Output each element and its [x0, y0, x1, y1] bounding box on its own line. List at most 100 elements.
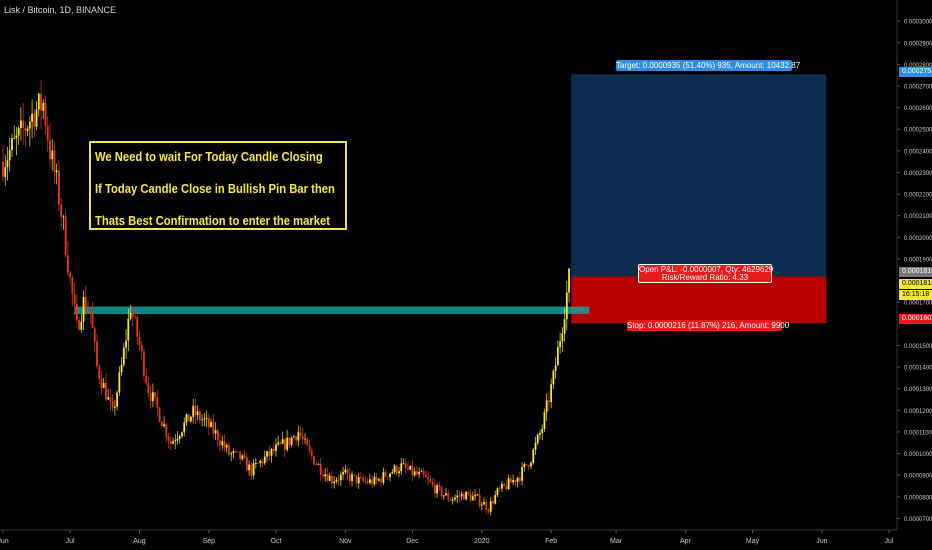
candle-body — [469, 494, 472, 501]
candle-body — [237, 451, 239, 453]
candle-body — [234, 451, 237, 452]
candle-body — [158, 407, 161, 422]
candle-body — [505, 485, 508, 490]
candle-body — [203, 418, 206, 420]
trade-note-line: We Need to wait For Today Candle Closing — [95, 150, 323, 164]
candle-body — [523, 464, 526, 468]
candle-body — [22, 120, 25, 128]
candle-body — [174, 440, 177, 442]
candle-body — [561, 333, 564, 342]
candle-body — [66, 255, 69, 273]
candle-body — [317, 463, 320, 465]
candle-body — [169, 440, 172, 444]
trade-note-line: If Today Candle Close in Bullish Pin Bar… — [95, 182, 335, 196]
candle-body — [382, 472, 385, 483]
y-tick-label: 0.0000800 — [904, 495, 932, 501]
x-tick-label: Apr — [680, 538, 692, 545]
candle-body — [548, 400, 550, 403]
x-tick-label: Jun — [0, 538, 9, 545]
candle-body — [355, 475, 358, 484]
candle-body — [143, 351, 145, 376]
candle-body — [102, 382, 105, 388]
y-tick-label: 0.0000700 — [904, 517, 932, 523]
x-tick-label: Mar — [610, 538, 623, 545]
candle-body — [400, 463, 403, 472]
candle-body — [281, 439, 284, 444]
trade-note[interactable]: We Need to wait For Today Candle Closing… — [89, 141, 347, 230]
candle-body — [416, 471, 418, 475]
candle-body — [395, 465, 398, 474]
candle-body — [514, 479, 517, 482]
candle-body — [539, 433, 541, 435]
candle-body — [456, 495, 459, 498]
candle-body — [154, 392, 157, 397]
position-zones[interactable] — [571, 74, 827, 324]
candle-body — [96, 341, 98, 366]
candle-body — [478, 494, 481, 506]
price-axis[interactable]: 0.0003000 0.0002900 0.0002800 0.0002700 0.00… — [897, 20, 932, 523]
candle-body — [207, 417, 210, 428]
candle-body — [194, 405, 197, 416]
candle-body — [198, 411, 201, 420]
candle-body — [516, 477, 519, 482]
candle-body — [447, 493, 450, 500]
candle-body — [8, 150, 11, 161]
time-axis[interactable]: Jun Jul Aug Sep Oct Nov Dec 2020 Feb Mar Apr May Jun… — [0, 530, 894, 545]
y-tick-label: 0.0001300 — [904, 387, 932, 393]
candle-body — [210, 421, 212, 428]
candle-body — [13, 138, 16, 139]
candle-body — [152, 392, 154, 401]
candle-body — [147, 383, 150, 394]
y-tick-label: 0.0001400 — [904, 366, 932, 372]
candle-body — [496, 488, 499, 496]
candle-body — [438, 485, 441, 488]
candle-body — [40, 93, 42, 111]
candle-body — [369, 479, 371, 483]
candle-body — [351, 474, 353, 481]
candle-body — [149, 393, 152, 401]
candles — [2, 80, 570, 516]
y-tick-label: 0.0002000 — [904, 236, 932, 242]
candle-body — [176, 438, 179, 441]
pnl-label[interactable]: Open P&L: -0.0000007, Qty: 4629629 Risk/… — [638, 264, 773, 283]
candle-body — [346, 469, 349, 474]
candle-body — [239, 451, 242, 460]
candle-body — [306, 438, 309, 446]
candle-body — [15, 135, 18, 139]
y-tick-label: 0.0001200 — [904, 409, 932, 415]
y-tick-label: 0.0000900 — [904, 474, 932, 480]
candle-body — [28, 121, 31, 129]
candle-body — [559, 341, 562, 348]
candle-body — [37, 93, 40, 110]
candle-body — [19, 120, 22, 129]
candle-body — [216, 430, 219, 441]
candle-body — [485, 502, 488, 510]
support-zone[interactable] — [74, 306, 590, 315]
target-label[interactable]: Target: 0.0000935 (51.40%) 935, Amount: … — [616, 60, 801, 71]
candle-body — [342, 472, 344, 475]
candle-body — [116, 392, 119, 407]
y-tick-label: 0.0001000 — [904, 452, 932, 458]
candle-body — [527, 465, 530, 467]
candle-body — [422, 471, 425, 475]
candle-body — [308, 445, 311, 451]
candle-body — [58, 170, 60, 205]
candle-body — [84, 296, 87, 312]
stop-label[interactable]: Stop: 0.0000216 (11.87%) 216, Amount: 99… — [627, 320, 790, 331]
candle-body — [304, 438, 306, 440]
candle-body — [532, 449, 535, 463]
y-tick-label: 0.0002800 — [904, 63, 932, 69]
candle-body — [509, 478, 512, 483]
candle-body — [64, 216, 67, 256]
candle-body — [364, 480, 367, 482]
candle-body — [476, 494, 479, 496]
candle-body — [454, 497, 456, 500]
candle-body — [2, 161, 4, 177]
candle-body — [563, 319, 566, 334]
candle-body — [261, 460, 264, 464]
symbol-title: Lisk / Bitcoin, 1D, BINANCE — [4, 5, 117, 15]
candle-body — [107, 397, 110, 400]
candle-body — [375, 476, 378, 481]
candle-body — [407, 467, 409, 470]
